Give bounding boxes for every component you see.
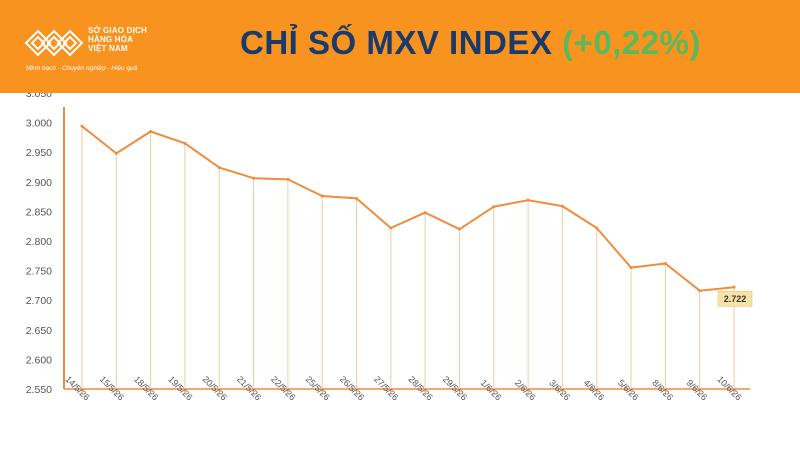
last-value-label: 2.722: [724, 294, 747, 304]
data-point: [252, 176, 256, 180]
data-point: [217, 166, 221, 170]
logo-diamond-icon: [24, 29, 84, 57]
y-tick-label: 2.950: [26, 147, 52, 159]
y-tick-label: 2.600: [26, 354, 52, 366]
data-point: [355, 196, 359, 200]
data-point: [114, 151, 118, 155]
data-point: [389, 226, 393, 230]
data-point: [80, 124, 84, 128]
x-tick-label: 3/6/26: [547, 378, 572, 403]
y-tick-label: 3.000: [26, 118, 52, 130]
index-title: CHỈ SỐ MXV INDEX: [240, 24, 553, 61]
page-title: CHỈ SỐ MXV INDEX (+0,22%): [240, 24, 780, 62]
header-banner: SỞ GIAO DỊCH HÀNG HÓA VIỆT NAM Minh bạch…: [0, 0, 800, 93]
data-point: [320, 194, 324, 198]
x-tick-label: 8/6/26: [650, 378, 675, 403]
exchange-name: SỞ GIAO DỊCH HÀNG HÓA VIỆT NAM: [88, 26, 148, 53]
mxv-index-line-chart: 2.550 2.600 2.650 2.700 2.750 2.800 2.850 2.900…: [26, 93, 753, 403]
y-tick-label: 2.850: [26, 206, 52, 218]
x-tick-label: 5/6/26: [616, 378, 641, 403]
data-point: [698, 289, 702, 293]
last-value-label-box: [717, 290, 753, 307]
data-point: [457, 227, 461, 231]
y-tick-label: 2.700: [26, 295, 52, 307]
y-tick-label: 2.750: [26, 266, 52, 278]
data-point: [732, 285, 736, 289]
data-point: [423, 211, 427, 215]
data-point: [526, 198, 530, 202]
x-tick-label: 4/6/26: [582, 378, 607, 403]
index-change: (+0,22%): [562, 24, 701, 61]
y-tick-label: 2.550: [26, 384, 52, 396]
data-point: [629, 266, 633, 270]
y-tick-label: 2.900: [26, 177, 52, 189]
x-tick-label: 2/6/26: [513, 378, 538, 403]
data-point: [149, 129, 153, 133]
data-point: [492, 205, 496, 209]
y-tick-label: 2.650: [26, 325, 52, 337]
series-line-mxv-index: [81, 125, 735, 292]
x-tick-label: 9/6/26: [685, 378, 710, 403]
exchange-logo: SỞ GIAO DỊCH HÀNG HÓA VIỆT NAM Minh bạch…: [24, 24, 164, 76]
y-tick-label: 2.800: [26, 236, 52, 248]
data-point: [183, 141, 187, 145]
data-point: [595, 226, 599, 230]
data-point: [560, 204, 564, 208]
x-tick-label: 1/6/26: [479, 378, 504, 403]
exchange-slogan: Minh bạch · Chuyên nghiệp · Hiệu quả: [26, 65, 138, 72]
data-point: [663, 261, 667, 265]
data-point: [286, 177, 290, 181]
y-tick-label: 3.050: [26, 93, 52, 100]
chart-area: 2.550 2.600 2.650 2.700 2.750 2.800 2.850 2.900…: [0, 93, 800, 452]
